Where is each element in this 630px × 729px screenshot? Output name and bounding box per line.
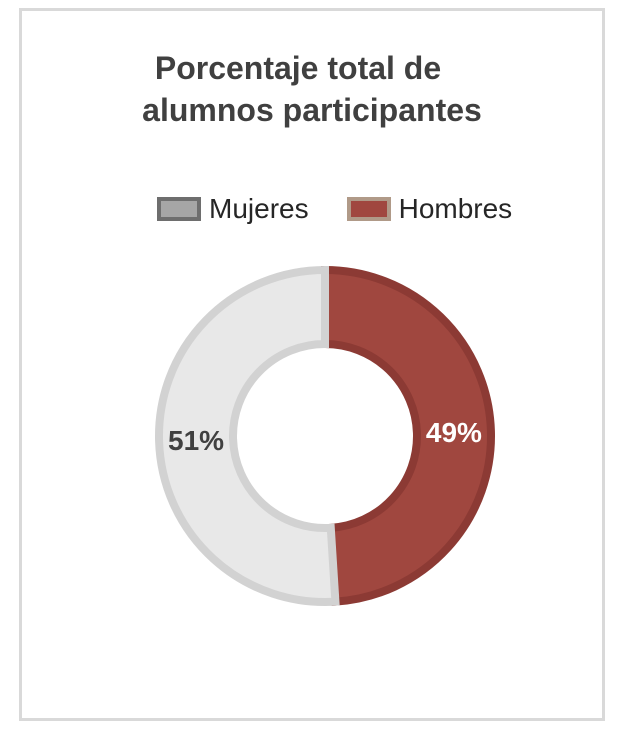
donut-slice-mujeres (155, 265, 340, 606)
legend-swatch-mujeres (157, 197, 201, 221)
chart-title: Porcentaje total de alumnos participante… (22, 47, 602, 131)
legend-swatch-hombres (346, 197, 391, 221)
legend-item-hombres: Hombres (346, 193, 513, 225)
data-label-hombres: 49% (426, 417, 482, 448)
legend-label-mujeres: Mujeres (209, 193, 309, 224)
chart-title-line-1: Porcentaje total de (154, 50, 442, 86)
legend-item-mujeres: Mujeres (157, 193, 309, 225)
chart-title-line-2: alumnos participantes (142, 92, 482, 128)
data-label-mujeres: 51% (168, 425, 224, 456)
chart-legend: Mujeres Hombres (157, 193, 550, 225)
legend-label-hombres: Hombres (398, 193, 513, 224)
donut-slice-hombres (321, 265, 495, 606)
